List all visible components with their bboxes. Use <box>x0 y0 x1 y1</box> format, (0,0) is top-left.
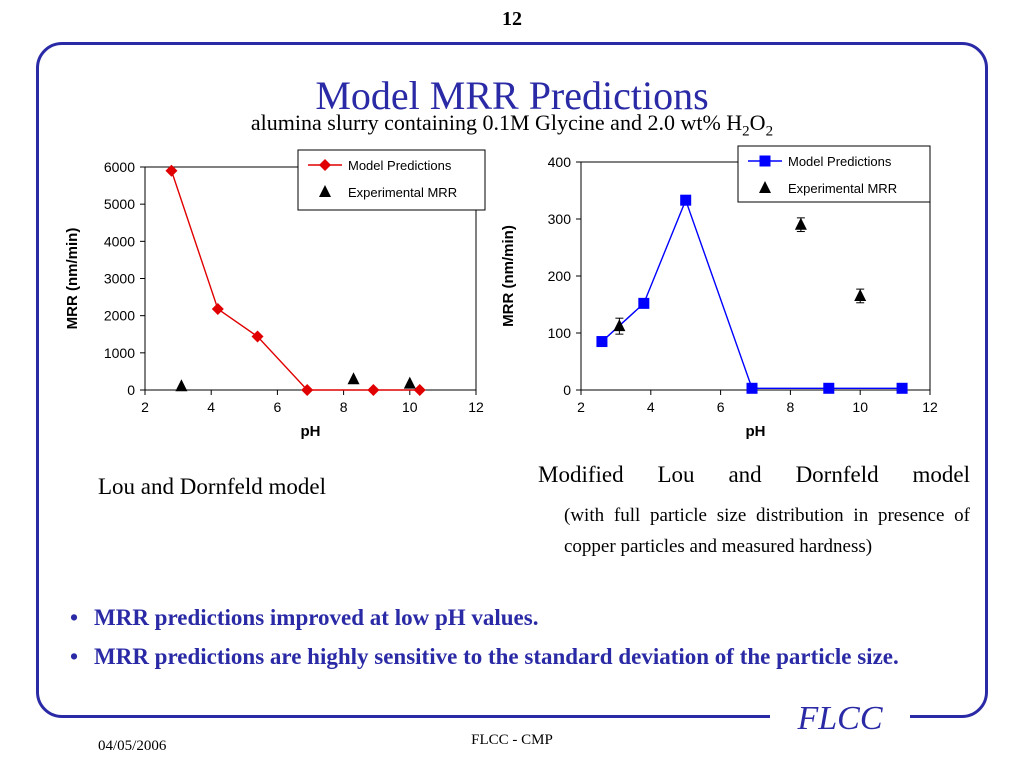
data-point <box>746 382 758 394</box>
x-tick-label: 8 <box>787 399 795 415</box>
bullet-icon: • <box>70 644 79 669</box>
chart-left: 0 1000 2000 3000 4000 5000 6000 2 4 6 8 10 12 pH MRR (… <box>64 149 486 440</box>
frame-gap <box>770 700 910 740</box>
x-tick-label: 6 <box>274 399 282 415</box>
legend-label: Model Predictions <box>788 154 892 169</box>
y-tick-label: 0 <box>127 382 135 398</box>
data-point <box>165 164 178 177</box>
y-tick-label: 100 <box>548 325 572 341</box>
legend-label: Experimental MRR <box>348 185 457 200</box>
data-point <box>638 297 650 309</box>
bullet-item: • MRR predictions improved at low pH valu… <box>70 602 974 633</box>
legend-marker <box>759 181 771 193</box>
y-tick-label: 0 <box>563 382 571 398</box>
caption-left: Lou and Dornfeld model <box>98 474 327 499</box>
legend-marker <box>759 155 771 167</box>
data-point <box>896 382 908 394</box>
page-number: 12 <box>502 8 522 30</box>
subtitle-mid: O <box>749 110 766 135</box>
data-point <box>251 330 264 343</box>
footer-date: 04/05/2006 <box>98 738 167 754</box>
y-tick-label: 6000 <box>104 159 135 175</box>
legend-box <box>297 149 486 211</box>
bullet-text: MRR predictions improved at low pH value… <box>94 605 539 630</box>
data-point <box>413 384 426 396</box>
data-point <box>211 302 224 315</box>
data-point <box>403 376 416 389</box>
x-tick-label: 6 <box>717 399 725 415</box>
chart-right: 0 100 200 300 400 2 4 6 8 10 12 pH MRR (nm/min) Model… <box>500 145 938 440</box>
data-point <box>367 384 380 396</box>
x-tick-label: 2 <box>577 399 585 415</box>
y-tick-label: 2000 <box>104 308 135 324</box>
y-tick-label: 4000 <box>104 233 135 249</box>
x-axis-label: pH <box>301 423 321 440</box>
slide-frame <box>36 42 988 718</box>
y-tick-label: 3000 <box>104 271 135 287</box>
data-point <box>823 382 835 394</box>
y-tick-label: 300 <box>548 211 572 227</box>
data-point <box>794 217 807 230</box>
subtitle-sub2: 2 <box>765 123 774 140</box>
series-line <box>170 170 420 391</box>
data-point <box>680 194 692 206</box>
slide-subtitle: alumina slurry containing 0.1M Glycine a… <box>0 110 1024 140</box>
data-point <box>347 372 360 385</box>
bullet-icon: • <box>70 605 79 630</box>
y-tick-label: 5000 <box>104 196 135 212</box>
legend-marker <box>319 185 331 197</box>
bullet-list: • MRR predictions improved at low pH valu… <box>70 602 974 680</box>
data-point <box>854 288 867 301</box>
x-tick-label: 10 <box>402 399 418 415</box>
y-axis-label: MRR (nm/min) <box>64 228 81 330</box>
data-point <box>175 379 188 392</box>
x-tick-label: 4 <box>647 399 655 415</box>
data-point <box>596 336 608 348</box>
subtitle-sub1: 2 <box>742 123 750 140</box>
caption-right-title: Modified Lou and Dornfeld model <box>538 462 970 487</box>
slide-title: Model MRR Predictions <box>315 73 709 118</box>
footer-center: FLCC - CMP <box>471 732 553 748</box>
y-tick-label: 400 <box>548 154 572 170</box>
subtitle-text: alumina slurry containing 0.1M Glycine a… <box>250 110 743 135</box>
y-axis-label: MRR (nm/min) <box>500 225 517 327</box>
legend-label: Model Predictions <box>348 158 452 173</box>
x-tick-label: 10 <box>852 399 868 415</box>
flcc-logo: FLCC <box>797 700 883 737</box>
series-line <box>601 198 903 389</box>
y-tick-label: 1000 <box>104 345 135 361</box>
bullet-item: • MRR predictions are highly sensitive to… <box>70 641 974 672</box>
caption-right-detail: (with full particle size distribution in… <box>564 505 970 557</box>
legend-marker <box>319 159 331 171</box>
y-tick-label: 200 <box>548 268 572 284</box>
x-tick-label: 2 <box>141 399 149 415</box>
legend-label: Experimental MRR <box>788 181 897 196</box>
x-tick-label: 12 <box>922 399 938 415</box>
data-point <box>301 384 314 396</box>
x-axis-label: pH <box>746 423 766 440</box>
x-tick-label: 4 <box>207 399 215 415</box>
bullet-text: MRR predictions are highly sensitive to … <box>94 644 899 669</box>
x-tick-label: 12 <box>468 399 484 415</box>
x-tick-label: 8 <box>340 399 348 415</box>
data-point <box>613 319 626 332</box>
